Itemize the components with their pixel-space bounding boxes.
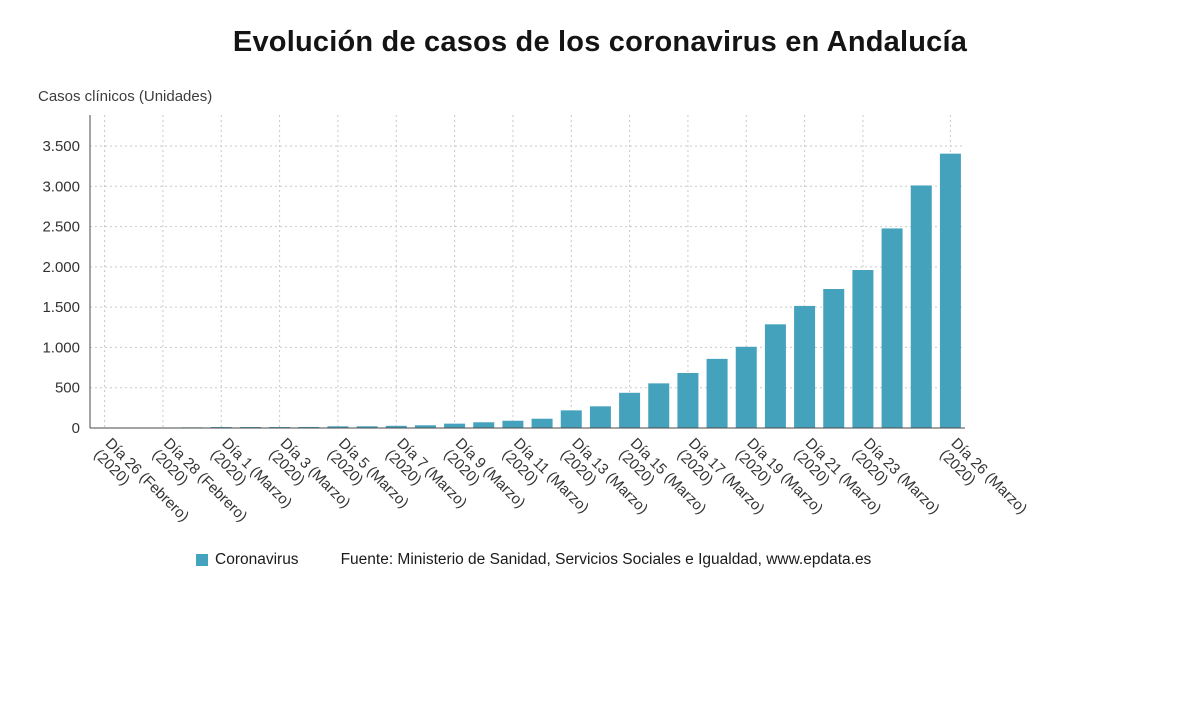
bar [560, 410, 582, 428]
bar [794, 305, 816, 428]
y-tick-label: 3.000 [42, 178, 80, 195]
y-tick-label: 2.000 [42, 259, 80, 276]
bar [648, 383, 670, 428]
bar [939, 153, 961, 428]
chart-footer: Coronavirus Fuente: Ministerio de Sanida… [196, 551, 871, 569]
bar [619, 392, 641, 428]
bar [706, 358, 728, 428]
y-tick-label: 0 [72, 420, 80, 437]
coronavirus-bar-chart: 0 500 1.000 1.500 2.000 2.500 3.000 3.500 Día 26… [42, 115, 1030, 529]
bar [385, 425, 407, 428]
bar [881, 228, 903, 428]
legend-item-coronavirus[interactable]: Coronavirus [196, 551, 299, 569]
bar [444, 423, 466, 428]
x-tick-label: Día 23 (Marzo)(2020) [849, 435, 943, 529]
bar [502, 420, 524, 428]
x-tick-label: Día 26 (Marzo)(2020) [936, 435, 1030, 529]
y-tick-label: 1.500 [42, 299, 80, 316]
bar [589, 406, 611, 428]
bar [531, 418, 553, 428]
y-tick-label: 1.000 [42, 339, 80, 356]
bar [823, 289, 845, 428]
bar [852, 269, 874, 428]
bar [327, 426, 349, 428]
bar [735, 346, 757, 428]
bar [910, 185, 932, 428]
bar [764, 324, 786, 428]
y-axis-title: Casos clínicos (Unidades) [38, 88, 213, 105]
y-tick-label: 3.500 [42, 138, 80, 155]
legend-label: Coronavirus [215, 551, 299, 568]
bar [473, 422, 495, 428]
legend-swatch-icon [196, 554, 208, 566]
page-title: Evolución de casos de los coronavirus en… [232, 26, 968, 58]
bar [677, 372, 699, 428]
source-text: Fuente: Ministerio de Sanidad, Servicios… [340, 551, 872, 568]
y-tick-label: 2.500 [42, 219, 80, 236]
y-tick-label: 500 [55, 380, 80, 397]
bar [356, 426, 378, 428]
bar [298, 426, 320, 428]
bar [414, 425, 436, 428]
